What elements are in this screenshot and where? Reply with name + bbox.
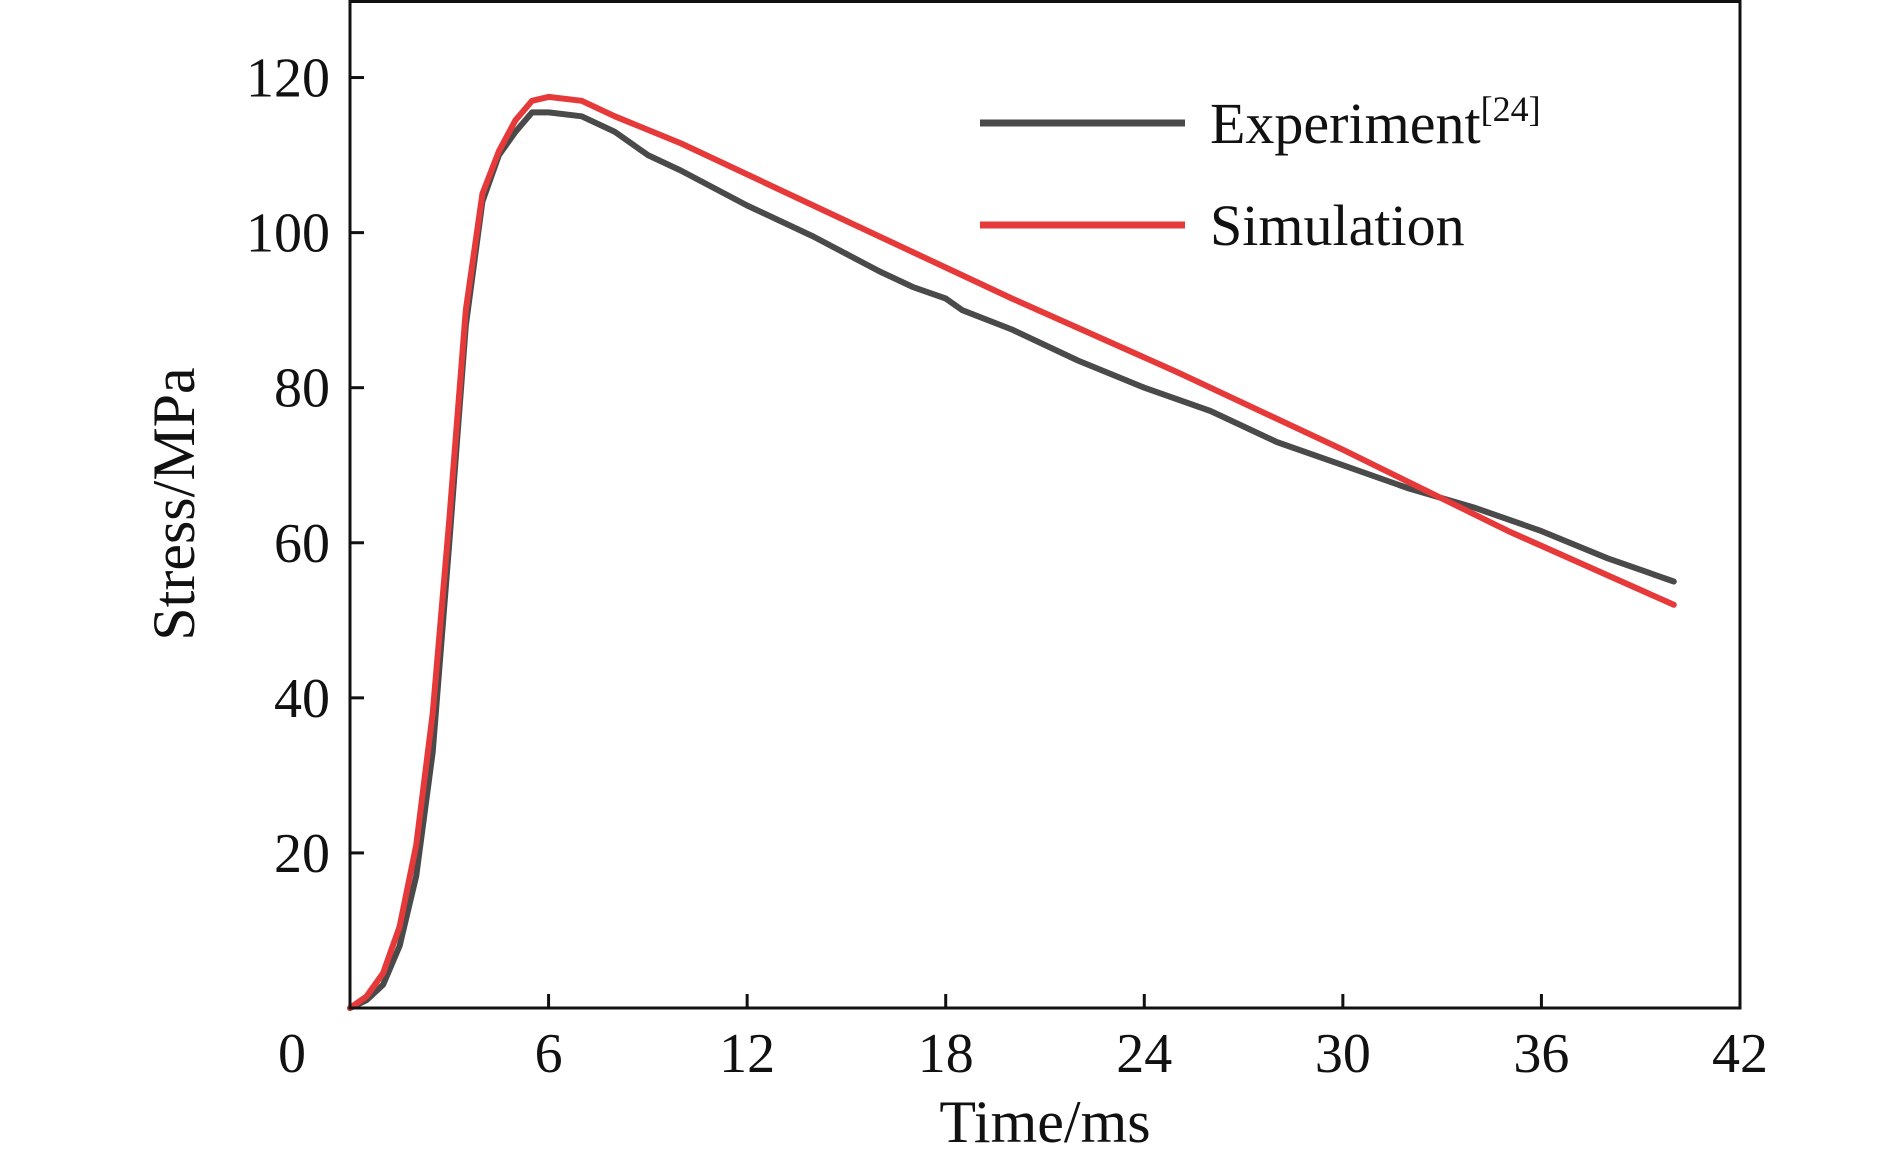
x-tick-label: 36 — [1513, 1023, 1569, 1085]
x-tick-label: 18 — [918, 1023, 974, 1085]
legend-label-experiment-name: Experiment — [1210, 91, 1481, 156]
y-tick-label: 100 — [246, 203, 330, 265]
y-tick-label: 120 — [246, 48, 330, 110]
series-line-experiment — [347, 109, 1677, 1011]
x-axis-label: Time/ms — [939, 1089, 1150, 1155]
x-tick-label: 6 — [535, 1023, 563, 1085]
series-lines — [347, 93, 1677, 1011]
y-axis-label: Stress/MPa — [141, 367, 207, 640]
axis-ticks: 0 6 12 18 24 30 36 42 20 40 60 80 100 120 — [246, 48, 1768, 1085]
y-tick-label: 40 — [274, 668, 330, 730]
x-tick-label: 0 — [278, 1023, 306, 1085]
x-tick-label: 12 — [719, 1023, 775, 1085]
legend-label-experiment: Experiment[24] — [1210, 89, 1541, 156]
legend-label-simulation: Simulation — [1210, 193, 1465, 258]
legend-label-experiment-ref: [24] — [1481, 89, 1541, 129]
x-tick-label: 24 — [1116, 1023, 1172, 1085]
y-tick-label: 20 — [274, 823, 330, 885]
plot-frame — [348, 0, 1742, 1010]
legend: Experiment[24] Simulation — [980, 89, 1541, 258]
x-tick-label: 42 — [1712, 1023, 1768, 1085]
y-tick-label: 60 — [274, 513, 330, 575]
x-tick-label: 30 — [1315, 1023, 1371, 1085]
y-tick-label: 80 — [274, 358, 330, 420]
series-line-simulation — [347, 93, 1677, 1011]
